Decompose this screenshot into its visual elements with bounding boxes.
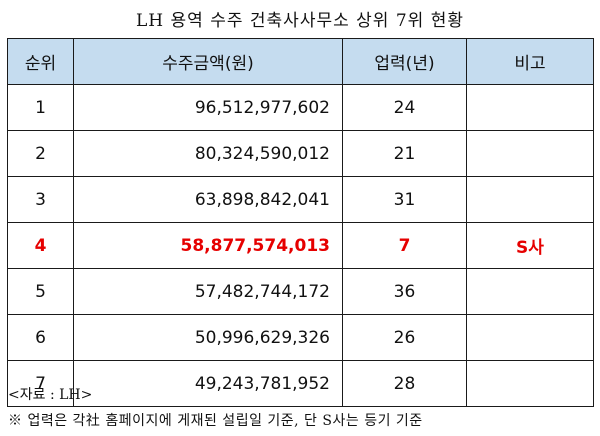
note-cell: S사 <box>466 222 594 269</box>
rank-cell: 7 <box>7 360 74 407</box>
years-cell: 36 <box>342 268 467 315</box>
amount-cell: 50,996,629,326 <box>73 314 343 361</box>
table-row: 7 49,243,781,952 28 <box>7 360 594 407</box>
table-row: 5 57,482,744,172 36 <box>7 268 594 315</box>
rank-cell: 6 <box>7 314 74 361</box>
note-cell <box>466 130 594 177</box>
column-header-note: 비고 <box>466 38 594 85</box>
rank-cell: 3 <box>7 176 74 223</box>
table-row: 2 80,324,590,012 21 <box>7 130 594 177</box>
table-title: LH 용역 수주 건축사사무소 상위 7위 현황 <box>136 11 464 31</box>
rank-cell: 4 <box>7 222 74 269</box>
amount-cell: 58,877,574,013 <box>73 222 343 269</box>
amount-cell: 63,898,842,041 <box>73 176 343 223</box>
table-row: 1 96,512,977,602 24 <box>7 84 594 131</box>
table-row-highlighted: 4 58,877,574,013 7 S사 <box>7 222 594 269</box>
note-cell <box>466 176 594 223</box>
rank-cell: 5 <box>7 268 74 315</box>
amount-cell: 80,324,590,012 <box>73 130 343 177</box>
years-cell: 26 <box>342 314 467 361</box>
amount-cell: 96,512,977,602 <box>73 84 343 131</box>
amount-cell: 49,243,781,952 <box>73 360 343 407</box>
ranking-table: 순위 수주금액(원) 업력(년) 비고 1 96,512,977,602 2 4 … <box>7 38 594 407</box>
rank-cell: 2 <box>7 130 74 177</box>
note-cell <box>466 84 594 131</box>
note-cell <box>466 268 594 315</box>
years-cell: 21 <box>342 130 467 177</box>
source-caption: <자료 : LH> <box>8 387 93 403</box>
column-header-years: 업력(년) <box>342 38 467 85</box>
table-header-row: 순위 수주금액(원) 업력(년) 비고 <box>7 38 594 85</box>
column-header-amount: 수주금액(원) <box>73 38 343 85</box>
note-cell <box>466 314 594 361</box>
footnote: ※ 업력은 각社 홈페이지에 게재된 설립일 기준, 단 S사는 등기 기준 <box>8 413 423 429</box>
table-row: 6 50,996,629,326 26 <box>7 314 594 361</box>
rank-cell: 1 <box>7 84 74 131</box>
note-cell <box>466 360 594 407</box>
years-cell: 28 <box>342 360 467 407</box>
column-header-rank: 순위 <box>7 38 74 85</box>
table-row: 3 63,898,842,041 31 <box>7 176 594 223</box>
years-cell: 7 <box>342 222 467 269</box>
amount-cell: 57,482,744,172 <box>73 268 343 315</box>
years-cell: 24 <box>342 84 467 131</box>
years-cell: 31 <box>342 176 467 223</box>
